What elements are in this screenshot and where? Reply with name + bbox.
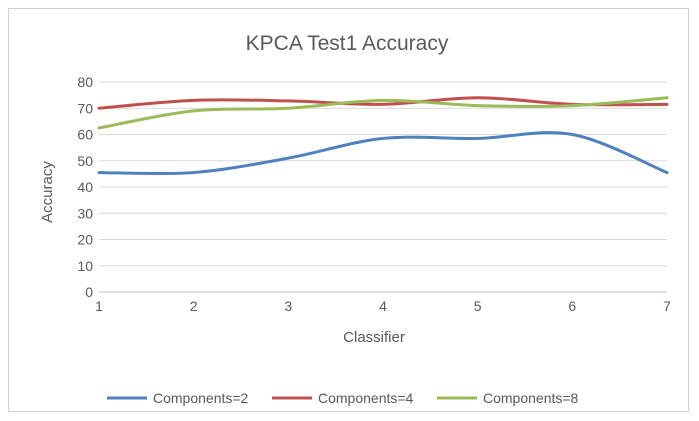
y-tick-label: 20	[77, 232, 93, 248]
y-tick-label: 80	[77, 74, 93, 90]
x-tick-label: 4	[379, 298, 387, 314]
y-axis-title: Accuracy	[39, 161, 56, 223]
x-tick-label: 2	[190, 298, 198, 314]
y-tick-label: 10	[77, 258, 93, 274]
x-tick-label: 6	[568, 298, 576, 314]
chart-title: KPCA Test1 Accuracy	[246, 32, 449, 55]
series-line-3	[97, 96, 669, 130]
y-tick-label: 70	[77, 100, 93, 116]
y-tick-label: 30	[77, 205, 93, 221]
legend-label: Components=4	[318, 390, 414, 406]
legend-label: Components=2	[153, 390, 249, 406]
y-tick-label: 60	[77, 127, 93, 143]
legend-label: Components=8	[483, 390, 579, 406]
y-tick-label: 50	[77, 153, 93, 169]
x-tick-labels: 1 2 3 4 5 6 7	[95, 298, 671, 314]
x-tick-label: 3	[284, 298, 292, 314]
y-tick-labels: 0 10 20 30 40 50 60 70 80	[77, 74, 93, 300]
x-axis-title: Classifier	[343, 329, 405, 346]
legend: Components=2 Components=4 Components=8	[107, 390, 579, 406]
x-tick-label: 7	[663, 298, 671, 314]
x-tick-label: 5	[474, 298, 482, 314]
y-tick-label: 0	[85, 284, 93, 300]
y-tick-label: 40	[77, 179, 93, 195]
series-lines	[97, 96, 669, 176]
chart-frame	[8, 8, 689, 412]
series-line-1	[97, 131, 669, 176]
x-tick-label: 1	[95, 298, 103, 314]
